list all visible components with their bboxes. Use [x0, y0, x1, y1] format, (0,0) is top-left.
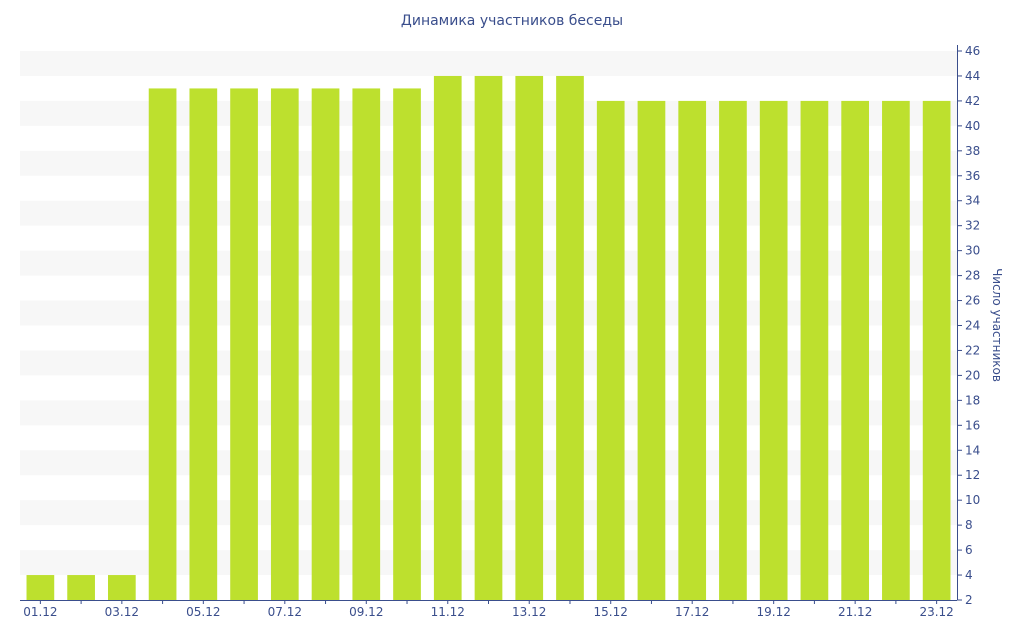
chart-title: Динамика участников беседы	[400, 13, 624, 29]
y-tick-label: 22	[965, 343, 980, 357]
y-tick-label: 46	[965, 44, 980, 58]
bar-11.12	[433, 75, 462, 601]
x-tick-label: 03.12	[105, 605, 139, 619]
bar-20.12	[800, 100, 829, 600]
y-tick-label: 36	[965, 169, 980, 183]
y-tick-label: 28	[965, 269, 980, 283]
bar-21.12	[841, 100, 870, 600]
x-tick-label: 15.12	[594, 605, 628, 619]
bar-01.12	[26, 575, 55, 600]
bar-09.12	[352, 88, 381, 600]
y-tick-label: 42	[965, 94, 980, 108]
y-tick-label: 40	[965, 119, 980, 133]
x-axis: 01.12 03.12 05.12 07.12 09.12 11.12 13.12 15.12…	[20, 600, 957, 619]
y-tick-label: 34	[965, 194, 980, 208]
bar-05.12	[189, 88, 218, 600]
bar-02.12	[67, 575, 95, 600]
y-tick-label: 20	[965, 368, 980, 382]
x-tick-label: 17.12	[675, 605, 709, 619]
y-tick-label: 16	[965, 418, 980, 432]
bar-22.12	[882, 100, 910, 600]
bar-10.12	[393, 88, 421, 600]
y-tick-label: 18	[965, 393, 980, 407]
x-tick-label: 11.12	[431, 605, 465, 619]
y-tick-label: 24	[965, 319, 980, 333]
x-tick-label: 07.12	[268, 605, 302, 619]
x-tick-label: 21.12	[838, 605, 872, 619]
y-tick-label: 4	[965, 568, 973, 582]
bars-group	[26, 75, 951, 601]
grid-band	[20, 51, 957, 76]
bar-03.12	[107, 575, 136, 600]
x-tick-label: 01.12	[23, 605, 57, 619]
x-tick-label: 19.12	[756, 605, 790, 619]
x-tick-label: 13.12	[512, 605, 546, 619]
x-tick-label: 05.12	[186, 605, 220, 619]
x-tick-label: 09.12	[349, 605, 383, 619]
bar-17.12	[678, 100, 707, 600]
y-tick-label: 38	[965, 144, 980, 158]
y-tick-label: 8	[965, 518, 973, 532]
bar-23.12	[922, 100, 951, 600]
y-tick-label: 30	[965, 244, 980, 258]
y-tick-label: 2	[965, 593, 973, 607]
y-tick-label: 26	[965, 294, 980, 308]
bar-16.12	[637, 100, 666, 600]
bar-12.12	[474, 75, 503, 601]
bar-04.12	[148, 88, 177, 600]
y-axis: 2468101214161820222426283032343638404244…	[957, 44, 980, 607]
y-tick-label: 32	[965, 219, 980, 233]
bar-13.12	[515, 75, 544, 601]
y-tick-label: 6	[965, 543, 973, 557]
y-tick-label: 44	[965, 69, 980, 83]
bar-14.12	[556, 75, 584, 601]
y-axis-label: Число участников	[990, 268, 1004, 382]
bar-06.12	[230, 88, 258, 600]
bar-07.12	[270, 88, 299, 600]
bar-08.12	[311, 88, 340, 600]
y-tick-label: 14	[965, 443, 980, 457]
y-tick-label: 12	[965, 468, 980, 482]
bar-19.12	[759, 100, 788, 600]
bar-15.12	[596, 100, 625, 600]
x-tick-label: 23.12	[919, 605, 953, 619]
y-tick-label: 10	[965, 493, 980, 507]
bar-18.12	[719, 100, 747, 600]
